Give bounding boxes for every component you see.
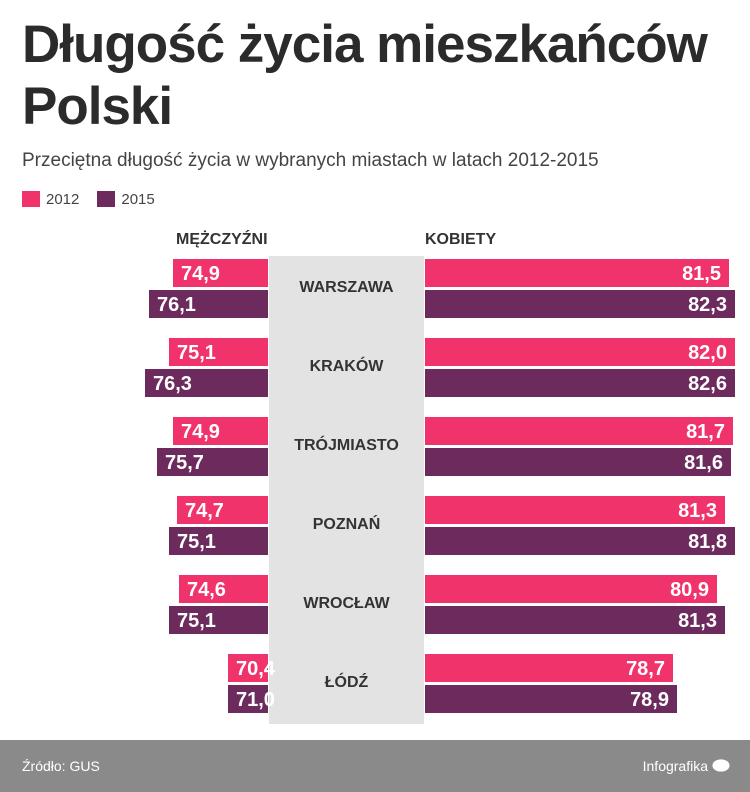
data-label: 74,9	[181, 263, 220, 285]
data-label: 75,1	[177, 531, 216, 553]
bar-men-2012	[177, 496, 268, 524]
column-header-women: KOBIETY	[425, 231, 497, 248]
legend-label-2012: 2012	[46, 190, 80, 208]
legend: 2012 2015	[22, 189, 173, 209]
data-label: 81,6	[684, 452, 723, 474]
legend-item-2012: 2012	[22, 191, 79, 208]
bar-women-2012	[425, 496, 725, 524]
bar-men-2015	[228, 685, 268, 713]
data-label: 82,3	[688, 294, 727, 316]
city-label: POZNAŃ	[313, 514, 381, 533]
data-label: 75,7	[165, 452, 204, 474]
bar-women-2012	[425, 417, 733, 445]
data-label: 81,3	[678, 610, 717, 632]
source-note: Źródło: GUS	[22, 758, 100, 774]
data-label: 78,7	[626, 658, 665, 680]
bar-men-2015	[169, 606, 268, 634]
bar-men-2012	[173, 259, 268, 287]
data-label: 82,0	[688, 342, 727, 364]
credit-label: Infografika	[642, 758, 708, 774]
bar-women-2012	[425, 259, 729, 287]
legend-label-2015: 2015	[121, 190, 155, 208]
legend-item-2015: 2015	[97, 190, 155, 208]
data-label: 70,4	[236, 658, 276, 680]
city-label: WARSZAWA	[299, 279, 394, 296]
bar-women-2012	[425, 338, 735, 366]
bar-men-2015	[149, 290, 268, 318]
data-label: 74,6	[187, 579, 226, 601]
bar-men-2012	[169, 338, 268, 366]
pap-logo	[712, 759, 730, 772]
data-label: 82,6	[688, 373, 727, 395]
bar-women-2015	[425, 527, 735, 555]
footer: Źródło: GUS Infografika	[0, 740, 750, 792]
bar-women-2015	[425, 369, 735, 397]
city-label: ŁÓDŹ	[325, 672, 369, 691]
data-label: 81,7	[686, 421, 725, 443]
data-label: 81,3	[678, 500, 717, 522]
data-label: 71,0	[236, 689, 275, 711]
city-label: TRÓJMIASTO	[294, 435, 399, 454]
data-label: 76,1	[157, 294, 196, 316]
legend-swatch-2015	[97, 191, 116, 207]
bar-women-2012	[425, 654, 673, 682]
bar-men-2012	[173, 417, 268, 445]
city-label: WROCŁAW	[303, 595, 390, 612]
data-label: 78,9	[630, 689, 669, 711]
butterfly-bar-chart: 74,9 76,1 81,5 82,3 WARSZAWA 75,1 76,3 82,0 82,6…	[145, 256, 735, 724]
bar-men-2015	[169, 527, 268, 555]
bar-women-2015	[425, 685, 677, 713]
bar-women-2015	[425, 606, 725, 634]
data-label: 75,1	[177, 610, 216, 632]
data-label: 75,1	[177, 342, 216, 364]
data-label: 76,3	[153, 373, 192, 395]
legend-swatch-2012	[22, 191, 40, 207]
data-label: 80,9	[670, 579, 709, 601]
bar-men-2015	[157, 448, 268, 476]
page-title: Długość życia mieszkańców Polski	[22, 15, 708, 136]
city-column-background	[269, 256, 424, 724]
column-header-men: MĘŻCZYŹNI	[176, 231, 268, 248]
data-label: 81,8	[688, 531, 727, 553]
bar-women-2015	[425, 290, 735, 318]
chart-subtitle: Przeciętna długość życia w wybranych mia…	[22, 150, 599, 171]
bar-women-2015	[425, 448, 731, 476]
bar-men-2015	[145, 369, 268, 397]
bar-men-2012	[228, 654, 268, 682]
data-label: 74,7	[185, 500, 224, 522]
data-label: 74,9	[181, 421, 220, 443]
bar-men-2012	[179, 575, 268, 603]
bar-women-2012	[425, 575, 717, 603]
city-label: KRAKÓW	[310, 356, 385, 375]
data-label: 81,5	[682, 263, 721, 285]
